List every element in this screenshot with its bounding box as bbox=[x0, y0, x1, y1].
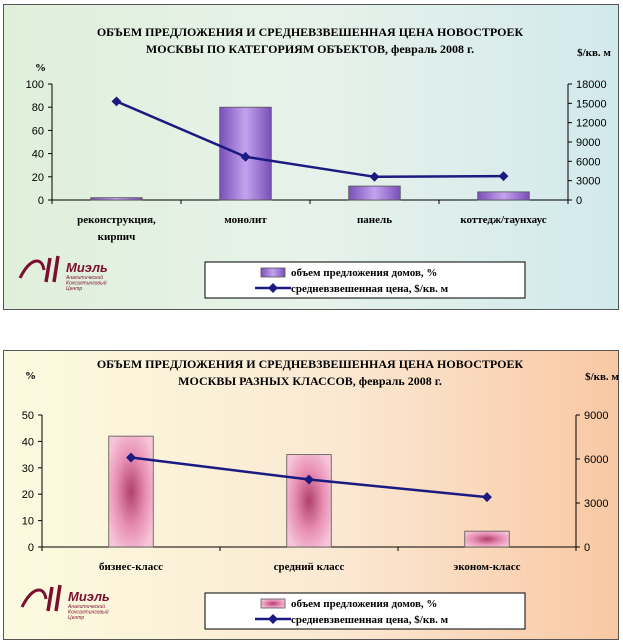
logo-name: Миэль bbox=[68, 589, 110, 604]
y-tick-label: 40 bbox=[22, 436, 34, 448]
bar bbox=[464, 530, 510, 548]
y-tick-label: 100 bbox=[26, 79, 44, 91]
chart-title-line: ОБЪЕМ ПРЕДЛОЖЕНИЯ И СРЕДНЕВЗВЕШЕННАЯ ЦЕН… bbox=[97, 25, 524, 39]
legend-bar-swatch bbox=[260, 598, 286, 609]
price-point bbox=[482, 492, 492, 503]
bar bbox=[348, 185, 401, 201]
bar bbox=[90, 197, 143, 201]
price-point bbox=[126, 452, 136, 463]
y-axis-label: % bbox=[25, 370, 36, 382]
y-tick-label: 60 bbox=[32, 125, 44, 137]
y2-axis-label: $/кв. м bbox=[585, 371, 619, 383]
category-label: панель bbox=[357, 214, 392, 226]
y2-tick-label: 9000 bbox=[576, 137, 600, 149]
logo-subtitle: Консалтинговый bbox=[68, 609, 109, 616]
bar bbox=[286, 454, 332, 548]
legend-line-label: средневзвешенная цена, $/кв. м bbox=[291, 283, 449, 295]
price-point bbox=[111, 96, 122, 107]
y2-tick-label: 3000 bbox=[584, 498, 608, 510]
category-label: реконструкция, bbox=[77, 214, 156, 226]
chart-title-line: ОБЪЕМ ПРЕДЛОЖЕНИЯ И СРЕДНЕВЗВЕШЕННАЯ ЦЕН… bbox=[97, 357, 524, 371]
legend-line-marker bbox=[268, 614, 278, 624]
y2-axis-label: $/кв. м bbox=[577, 47, 611, 59]
y-tick-label: 0 bbox=[38, 195, 44, 207]
chart-classes: ОБЪЕМ ПРЕДЛОЖЕНИЯ И СРЕДНЕВЗВЕШЕННАЯ ЦЕН… bbox=[20, 357, 619, 630]
chart-panel-categories bbox=[3, 4, 619, 310]
logo-mark bbox=[46, 584, 62, 612]
legend-line-marker bbox=[268, 283, 278, 293]
legend-box bbox=[204, 261, 526, 299]
y-tick-label: 30 bbox=[22, 463, 34, 475]
y2-tick-label: 15000 bbox=[576, 98, 607, 110]
y-tick-label: 50 bbox=[22, 410, 34, 422]
y-tick-label: 20 bbox=[22, 489, 34, 501]
y2-tick-label: 3000 bbox=[576, 176, 600, 188]
y2-tick-label: 9000 bbox=[584, 410, 608, 422]
logo-subtitle: Аналитический bbox=[67, 603, 105, 610]
logo-mark bbox=[44, 255, 60, 283]
price-point bbox=[240, 151, 251, 162]
logo-subtitle: Центр bbox=[68, 615, 84, 621]
logo-subtitle: Аналитический bbox=[65, 274, 103, 281]
y2-tick-label: 0 bbox=[576, 195, 582, 207]
y-tick-label: 40 bbox=[32, 149, 44, 161]
logo-subtitle: Центр bbox=[66, 286, 82, 292]
legend-bar-label: объем предложения домов, % bbox=[291, 598, 437, 610]
legend-line-label: средневзвешенная цена, $/кв. м bbox=[291, 614, 449, 626]
category-label: эконом-класс bbox=[453, 561, 520, 573]
y-tick-label: 80 bbox=[32, 102, 44, 114]
price-point bbox=[369, 171, 380, 182]
chart-title-line: МОСКВЫ ПО КАТЕГОРИЯМ ОБЪЕКТОВ, февраль 2… bbox=[146, 42, 474, 56]
logo-swoosh bbox=[18, 259, 46, 279]
price-point bbox=[304, 474, 314, 485]
logo-swoosh bbox=[20, 588, 48, 608]
bar bbox=[477, 191, 530, 201]
y-tick-label: 10 bbox=[22, 516, 34, 528]
y-axis-label: % bbox=[35, 62, 46, 74]
y2-tick-label: 18000 bbox=[576, 79, 607, 91]
chart-title-line: МОСКВЫ РАЗНЫХ КЛАССОВ, февраль 2008 г. bbox=[178, 374, 442, 388]
price-point bbox=[498, 171, 509, 182]
legend-bar-swatch bbox=[260, 267, 286, 278]
category-label: средний класс bbox=[274, 561, 345, 573]
y-tick-label: 20 bbox=[32, 172, 44, 184]
legend-box bbox=[204, 592, 526, 630]
price-line bbox=[116, 100, 504, 179]
y-tick-label: 0 bbox=[28, 542, 34, 554]
y2-tick-label: 0 bbox=[584, 542, 590, 554]
logo-subtitle: Консалтинговый bbox=[66, 280, 107, 287]
category-label: коттедж/таунхаус bbox=[460, 214, 546, 226]
chart-categories: ОБЪЕМ ПРЕДЛОЖЕНИЯ И СРЕДНЕВЗВЕШЕННАЯ ЦЕН… bbox=[18, 25, 611, 299]
category-label: бизнес-класс bbox=[99, 561, 163, 573]
y2-tick-label: 6000 bbox=[576, 156, 600, 168]
y2-tick-label: 6000 bbox=[584, 454, 608, 466]
y2-tick-label: 12000 bbox=[576, 118, 607, 130]
logo-name: Миэль bbox=[66, 260, 108, 275]
legend-bar-label: объем предложения домов, % bbox=[291, 267, 437, 279]
category-label: монолит bbox=[224, 214, 267, 226]
category-label: кирпич bbox=[98, 231, 136, 243]
